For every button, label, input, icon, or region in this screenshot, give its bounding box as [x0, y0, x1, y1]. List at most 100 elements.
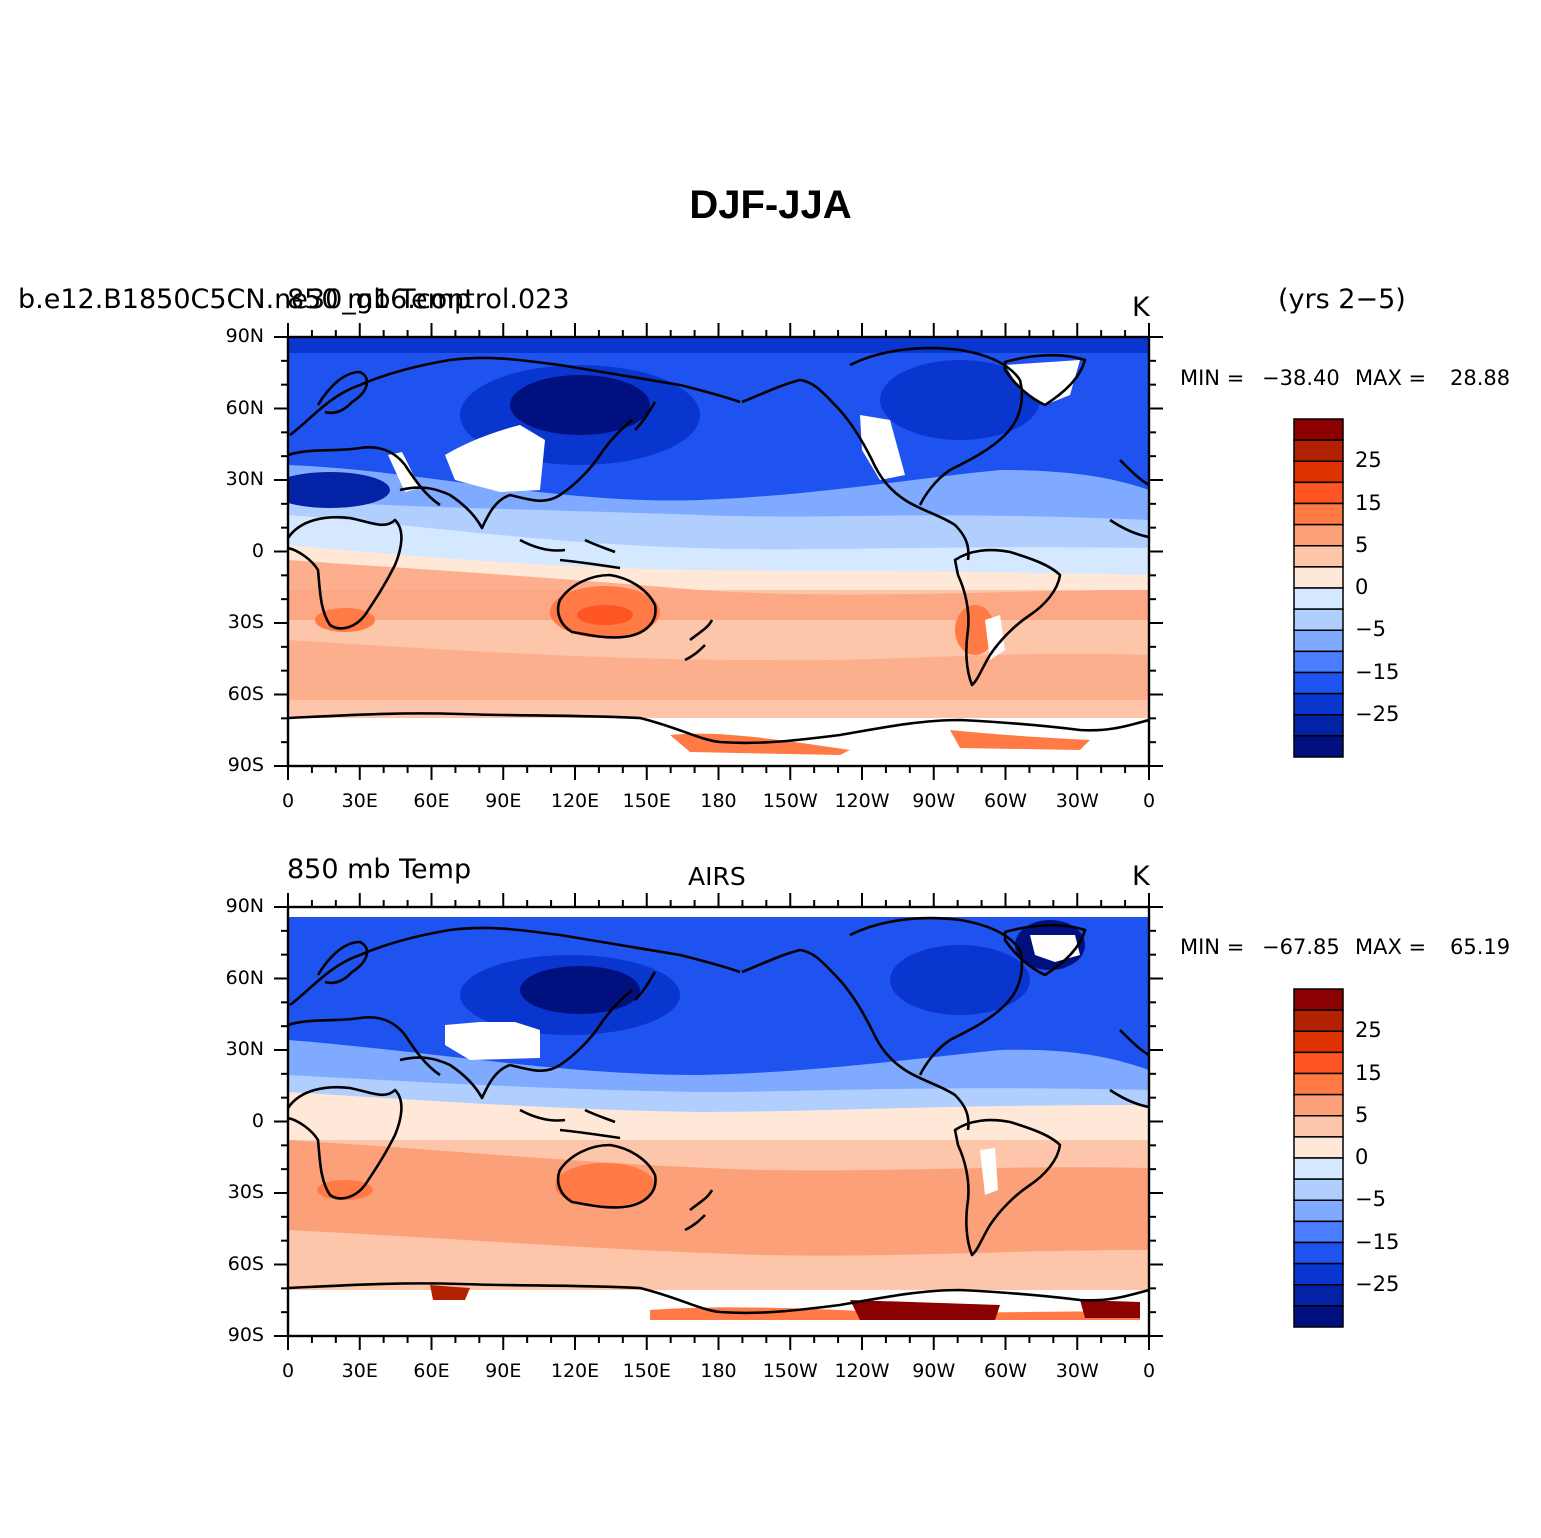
lon-label: 60E: [413, 790, 450, 812]
panel2-min-value: −67.85: [1262, 935, 1340, 959]
lat-label: 0: [251, 539, 264, 562]
colorbar-swatch: [1293, 1284, 1344, 1307]
colorbar-swatch: [1293, 1030, 1344, 1054]
colorbar-swatch: [1293, 988, 1344, 1011]
colorbar-swatch: [1293, 460, 1344, 484]
lon-label: 150E: [622, 1360, 671, 1382]
colorbar-swatch: [1293, 566, 1344, 589]
colorbar-swatch: [1293, 1262, 1344, 1286]
figure-title: DJF-JJA: [689, 183, 852, 227]
lat-label: 90S: [227, 754, 264, 776]
colorbar-swatch: [1293, 1115, 1344, 1138]
lon-label: 120W: [834, 1360, 890, 1382]
lon-label: 0: [1142, 790, 1156, 812]
colorbar-swatch: [1293, 418, 1344, 441]
lon-label: 60W: [984, 1360, 1027, 1382]
colorbar-swatch: [1293, 523, 1344, 547]
colorbar-swatch: [1293, 1241, 1344, 1265]
lon-label: 60E: [413, 1360, 450, 1382]
lon-label: 90W: [912, 1360, 956, 1382]
lon-label: 150E: [622, 790, 671, 812]
colorbar-swatch: [1293, 481, 1344, 505]
colorbar-swatch: [1293, 650, 1344, 674]
panel1-max-label: MAX =: [1355, 366, 1427, 390]
colorbar-label: −5: [1355, 617, 1386, 642]
lon-label: 0: [281, 1360, 295, 1382]
colorbar-label: 0: [1355, 1145, 1369, 1169]
lon-label: 30W: [1055, 1360, 1099, 1382]
colorbar-label: 5: [1355, 1102, 1369, 1127]
lat-label: 90S: [227, 1324, 264, 1346]
colorbars: [1293, 418, 1344, 1328]
lat-label: 30S: [227, 611, 264, 633]
lon-label: 90E: [485, 1360, 522, 1382]
colorbar-swatch: [1293, 608, 1344, 631]
panel2-map: [288, 907, 1149, 1336]
lon-label: 90E: [485, 790, 522, 812]
colorbar-swatch: [1293, 629, 1344, 653]
colorbar-swatch: [1293, 1220, 1344, 1244]
panel2-dataset-title: AIRS: [688, 862, 746, 891]
lon-label: 0: [1142, 1360, 1156, 1382]
colorbar-label: 15: [1355, 1060, 1382, 1085]
lat-label: 90N: [225, 895, 264, 917]
lon-label: 90W: [912, 790, 956, 812]
panel1-units: K: [1132, 292, 1150, 323]
colorbar-label: −15: [1355, 1229, 1400, 1254]
colorbar-swatch: [1293, 502, 1344, 526]
panel2-max-value: 65.19: [1450, 935, 1511, 959]
colorbar-label: 15: [1355, 490, 1382, 515]
colorbar-label: 0: [1355, 575, 1369, 599]
colorbar-swatch: [1293, 692, 1344, 716]
colorbar-label: 25: [1355, 1018, 1382, 1043]
colorbar-swatch: [1293, 545, 1344, 568]
panel2-variable-title: 850 mb Temp: [287, 854, 472, 885]
colorbar-swatch: [1293, 1157, 1344, 1180]
lat-label: 30N: [225, 1038, 264, 1060]
colorbar-label: −25: [1355, 701, 1400, 726]
colorbar-swatch: [1293, 735, 1344, 758]
colorbar-swatch: [1293, 1178, 1344, 1201]
colorbar-swatch: [1293, 1305, 1344, 1328]
lon-label: 150W: [762, 790, 818, 812]
panel1-min-value: −38.40: [1262, 366, 1340, 390]
lon-label: 30E: [341, 1360, 378, 1382]
colorbar-swatch: [1293, 439, 1344, 462]
lat-label: 60S: [227, 682, 264, 705]
colorbar-swatch: [1293, 1199, 1344, 1223]
panel2-max-label: MAX =: [1355, 935, 1427, 959]
lat-label: 30N: [225, 468, 264, 490]
colorbar-swatch: [1293, 1009, 1344, 1032]
panel1-years-note: (yrs 2−5): [1278, 284, 1406, 315]
colorbar-label: −25: [1355, 1271, 1400, 1296]
colorbar-swatch: [1293, 1051, 1344, 1075]
colorbar-swatch: [1293, 714, 1344, 737]
panel2-min-label: MIN =: [1180, 935, 1245, 959]
lon-label: 60W: [984, 790, 1027, 812]
panel1-variable-title: 850 mb Temp: [287, 284, 472, 315]
lon-label: 30E: [341, 790, 378, 812]
lon-label: 180: [700, 790, 737, 812]
panel1-min-label: MIN =: [1180, 366, 1245, 390]
lon-label: 0: [281, 790, 295, 812]
lon-label: 120E: [550, 1360, 600, 1382]
colorbar-swatch: [1293, 1072, 1344, 1096]
lon-label: 150W: [762, 1360, 818, 1382]
lat-label: 0: [251, 1109, 264, 1132]
lat-label: 60S: [227, 1252, 264, 1275]
lon-label: 30W: [1055, 790, 1099, 812]
panel1-map: [288, 337, 1149, 766]
colorbar-label: −15: [1355, 659, 1400, 684]
lat-label: 90N: [225, 325, 264, 347]
axis-ticks: [274, 323, 1163, 1350]
lat-label: 60N: [225, 966, 264, 989]
panel1-max-value: 28.88: [1450, 366, 1511, 390]
lon-label: 180: [700, 1360, 737, 1382]
colorbar-label: 5: [1355, 532, 1369, 557]
panel2-units: K: [1132, 861, 1150, 892]
colorbar-swatch: [1293, 587, 1344, 610]
colorbar-label: −5: [1355, 1187, 1386, 1212]
lon-label: 120E: [550, 790, 600, 812]
lat-label: 30S: [227, 1181, 264, 1203]
